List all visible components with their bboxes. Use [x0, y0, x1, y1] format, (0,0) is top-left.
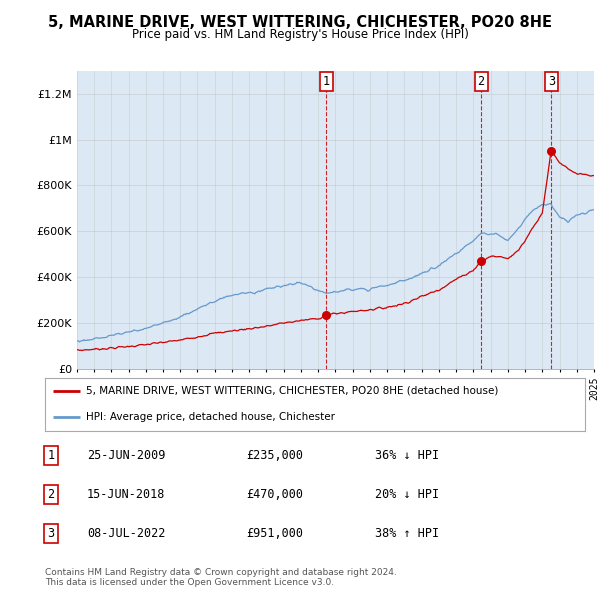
Text: £951,000: £951,000 — [246, 527, 303, 540]
Text: £470,000: £470,000 — [246, 488, 303, 501]
Text: 08-JUL-2022: 08-JUL-2022 — [87, 527, 166, 540]
Text: 1: 1 — [323, 75, 330, 88]
Text: 15-JUN-2018: 15-JUN-2018 — [87, 488, 166, 501]
Text: 36% ↓ HPI: 36% ↓ HPI — [375, 449, 439, 462]
Text: HPI: Average price, detached house, Chichester: HPI: Average price, detached house, Chic… — [86, 412, 335, 422]
Text: 20% ↓ HPI: 20% ↓ HPI — [375, 488, 439, 501]
Text: 25-JUN-2009: 25-JUN-2009 — [87, 449, 166, 462]
Text: 5, MARINE DRIVE, WEST WITTERING, CHICHESTER, PO20 8HE (detached house): 5, MARINE DRIVE, WEST WITTERING, CHICHES… — [86, 386, 498, 396]
Text: Price paid vs. HM Land Registry's House Price Index (HPI): Price paid vs. HM Land Registry's House … — [131, 28, 469, 41]
Text: 2: 2 — [47, 488, 55, 501]
Text: 3: 3 — [548, 75, 555, 88]
Text: 5, MARINE DRIVE, WEST WITTERING, CHICHESTER, PO20 8HE: 5, MARINE DRIVE, WEST WITTERING, CHICHES… — [48, 15, 552, 30]
Text: £235,000: £235,000 — [246, 449, 303, 462]
Text: Contains HM Land Registry data © Crown copyright and database right 2024.
This d: Contains HM Land Registry data © Crown c… — [45, 568, 397, 587]
Text: 3: 3 — [47, 527, 55, 540]
Text: 38% ↑ HPI: 38% ↑ HPI — [375, 527, 439, 540]
Text: 2: 2 — [478, 75, 485, 88]
Text: 1: 1 — [47, 449, 55, 462]
